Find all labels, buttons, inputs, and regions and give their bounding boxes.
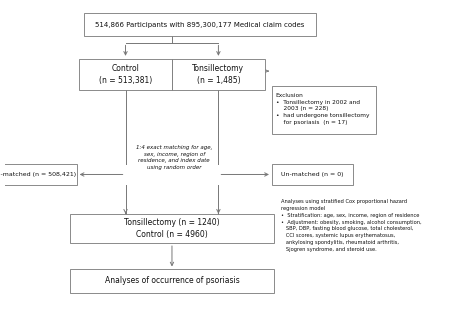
FancyBboxPatch shape: [172, 59, 265, 89]
FancyBboxPatch shape: [79, 59, 172, 89]
FancyBboxPatch shape: [70, 214, 274, 243]
FancyBboxPatch shape: [70, 269, 274, 293]
Text: Un-matched (n = 508,421): Un-matched (n = 508,421): [0, 172, 76, 177]
Text: Exclusion
•  Tonsillectomy in 2002 and
    2003 (n = 228)
•  had undergone tonsi: Exclusion • Tonsillectomy in 2002 and 20…: [275, 93, 369, 125]
Text: Analyses using stratified Cox proportional hazard
regression model
•  Stratifica: Analyses using stratified Cox proportion…: [281, 199, 422, 252]
Text: 514,866 Participants with 895,300,177 Medical claim codes: 514,866 Participants with 895,300,177 Me…: [95, 22, 304, 28]
Text: Tonsillectomy
(n = 1,485): Tonsillectomy (n = 1,485): [192, 64, 245, 84]
FancyBboxPatch shape: [272, 164, 353, 185]
FancyBboxPatch shape: [272, 87, 376, 134]
FancyBboxPatch shape: [0, 164, 77, 185]
Text: 1:4 exact matching for age,
sex, income, region of
residence, and index date
usi: 1:4 exact matching for age, sex, income,…: [136, 145, 212, 170]
Text: Tonsillectomy (n = 1240)
Control (n = 4960): Tonsillectomy (n = 1240) Control (n = 49…: [124, 218, 220, 239]
Text: Control
(n = 513,381): Control (n = 513,381): [99, 64, 152, 84]
FancyBboxPatch shape: [84, 13, 316, 36]
Text: Analyses of occurrence of psoriasis: Analyses of occurrence of psoriasis: [105, 277, 239, 285]
Text: Un-matched (n = 0): Un-matched (n = 0): [281, 172, 344, 177]
